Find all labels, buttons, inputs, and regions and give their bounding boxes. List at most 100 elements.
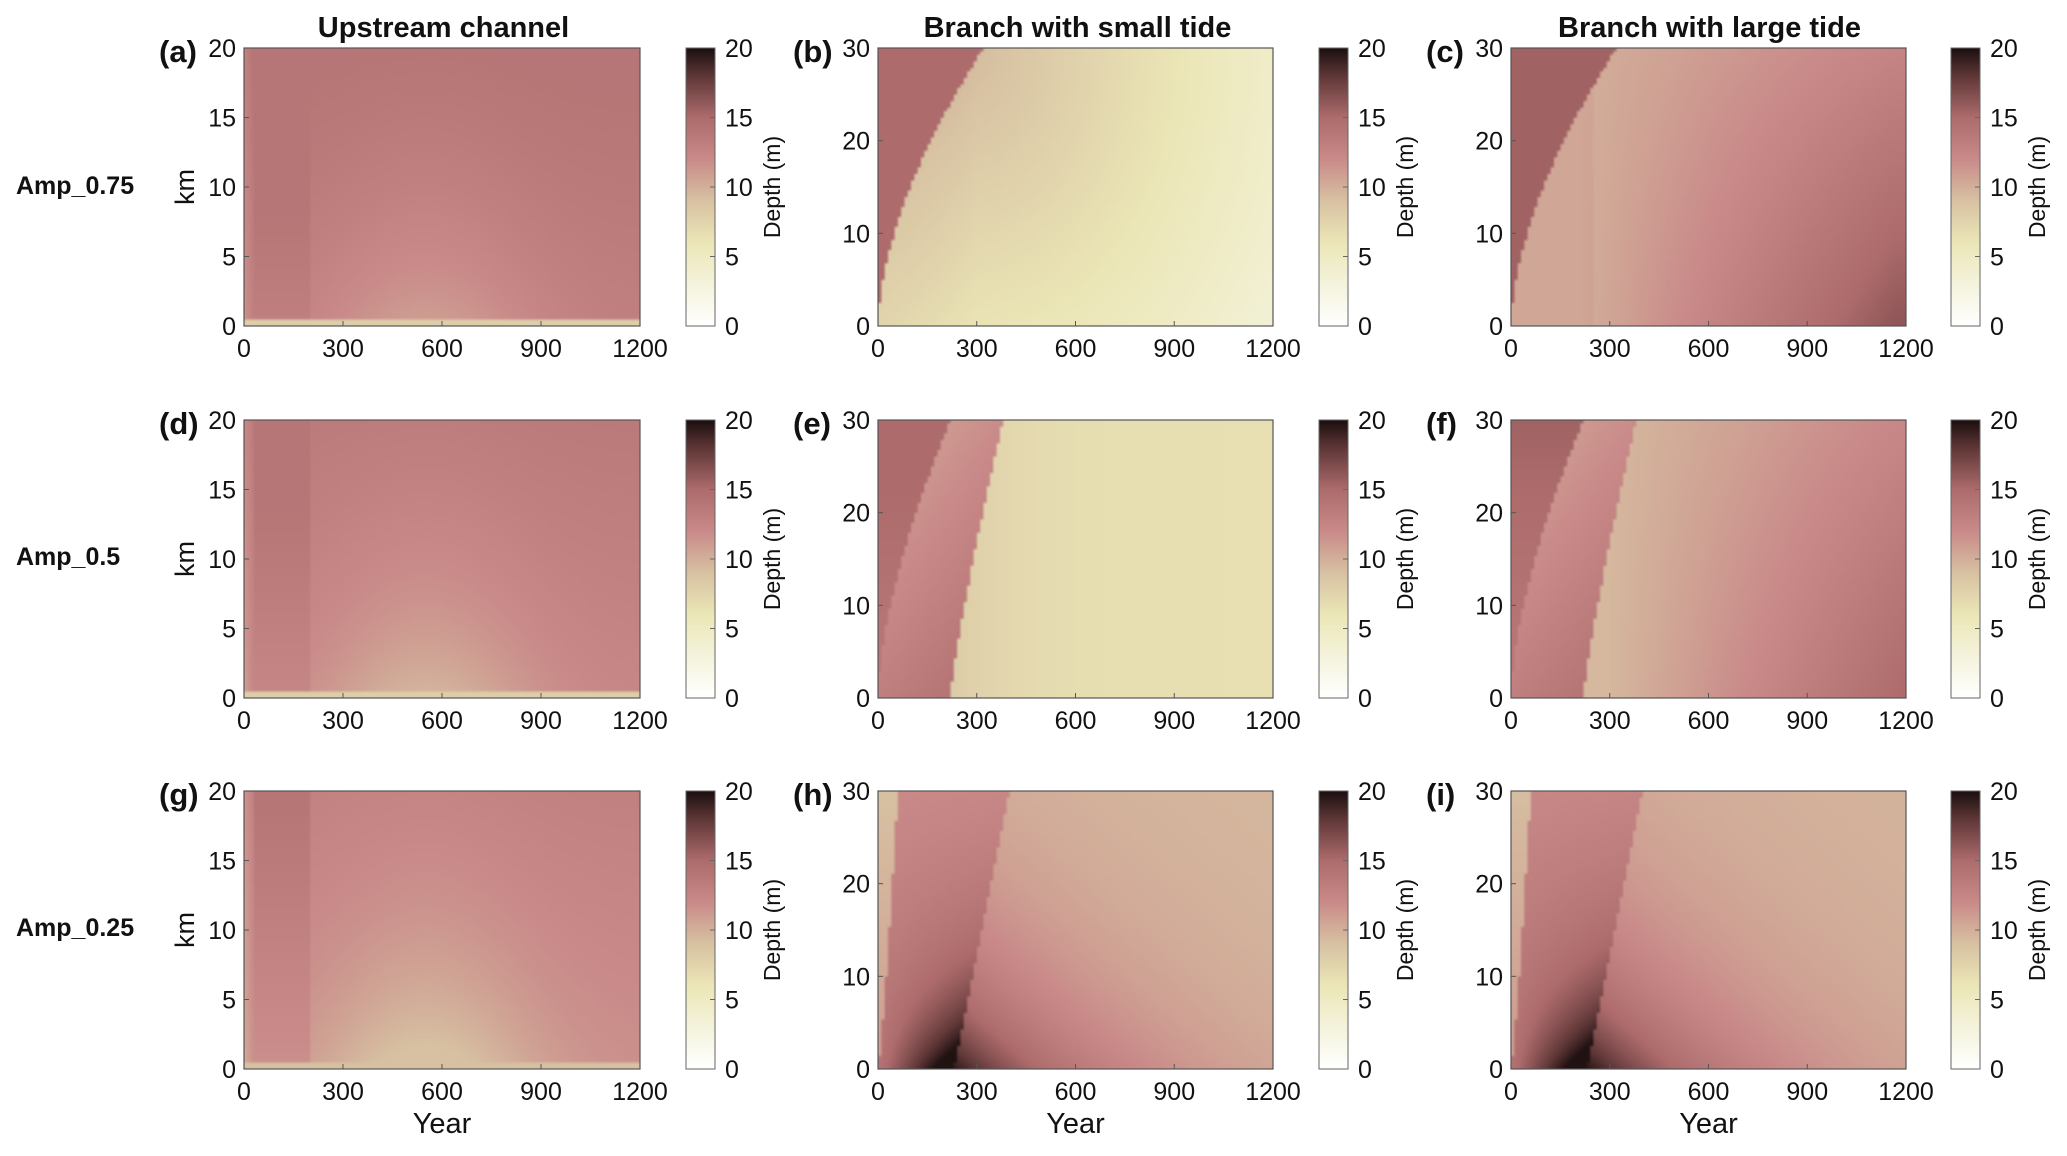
x-tick-label: 900 — [1786, 707, 1828, 735]
x-axis-label: Year — [1679, 1108, 1738, 1140]
y-tick-label: 20 — [1475, 128, 1503, 156]
y-tick-label: 15 — [208, 105, 236, 133]
colorbar-tick-label: 5 — [1990, 244, 2004, 272]
colorbar-tick-label: 5 — [1358, 616, 1372, 644]
colorbar-tick-label: 20 — [1358, 407, 1386, 435]
y-tick-label: 30 — [842, 778, 870, 806]
y-tick-label: 30 — [842, 35, 870, 63]
y-axis-label: km — [170, 912, 200, 948]
y-tick-label: 0 — [222, 1056, 236, 1084]
x-tick-label: 0 — [871, 335, 885, 363]
y-tick-label: 5 — [222, 616, 236, 644]
x-tick-label: 900 — [1153, 335, 1195, 363]
colorbar-tick-label: 15 — [1358, 105, 1386, 133]
colorbar-tick-label: 0 — [1990, 313, 2004, 341]
x-tick-label: 300 — [1589, 707, 1631, 735]
colorbar-tick-label: 10 — [1358, 546, 1386, 574]
x-tick-label: 300 — [956, 335, 998, 363]
x-tick-label: 1200 — [1878, 1078, 1934, 1106]
y-tick-label: 0 — [856, 685, 870, 713]
panel-label: (b) — [793, 34, 833, 69]
x-tick-label: 1200 — [1878, 707, 1934, 735]
colorbar-label: Depth (m) — [1392, 136, 1418, 238]
y-tick-label: 10 — [842, 592, 870, 620]
x-tick-label: 900 — [1153, 707, 1195, 735]
x-tick-label: 1200 — [612, 1078, 668, 1106]
x-tick-label: 900 — [520, 335, 562, 363]
x-tick-label: 0 — [1504, 335, 1518, 363]
y-tick-label: 10 — [842, 963, 870, 991]
colorbar — [685, 47, 716, 327]
column-title-upstream: Upstream channel — [317, 12, 570, 44]
x-tick-label: 300 — [322, 335, 364, 363]
colorbar-tick-label: 0 — [1990, 685, 2004, 713]
colorbar — [685, 790, 716, 1070]
row-label-amp-05: Amp_0.5 — [16, 543, 121, 571]
y-axis-label: km — [170, 541, 200, 577]
colorbar-tick-label: 5 — [725, 987, 739, 1015]
y-tick-label: 5 — [222, 987, 236, 1015]
y-tick-label: 10 — [208, 174, 236, 202]
colorbar-tick-label: 10 — [1990, 174, 2018, 202]
x-tick-label: 0 — [237, 1078, 251, 1106]
x-tick-label: 300 — [1589, 335, 1631, 363]
panel-label: (g) — [159, 777, 199, 812]
depth-heatmap-d — [244, 420, 640, 698]
y-tick-label: 10 — [1475, 963, 1503, 991]
y-tick-label: 5 — [222, 244, 236, 272]
y-tick-label: 0 — [222, 313, 236, 341]
depth-heatmap-f — [1511, 420, 1906, 698]
colorbar-tick-label: 5 — [1990, 616, 2004, 644]
colorbar-tick-label: 10 — [1990, 917, 2018, 945]
x-tick-label: 300 — [322, 707, 364, 735]
colorbar-tick-label: 20 — [725, 407, 753, 435]
colorbar-tick-label: 0 — [725, 313, 739, 341]
y-tick-label: 15 — [208, 477, 236, 505]
colorbar-label: Depth (m) — [759, 879, 785, 981]
colorbar-tick-label: 20 — [1990, 35, 2018, 63]
x-axis-label: Year — [1046, 1108, 1105, 1140]
y-tick-label: 10 — [1475, 220, 1503, 248]
y-tick-label: 30 — [1475, 407, 1503, 435]
y-tick-label: 20 — [208, 35, 236, 63]
y-tick-label: 0 — [1489, 685, 1503, 713]
colorbar-tick-label: 10 — [1990, 546, 2018, 574]
colorbar-tick-label: 0 — [1358, 685, 1372, 713]
depth-heatmap-i — [1511, 791, 1906, 1069]
colorbar-tick-label: 15 — [1990, 848, 2018, 876]
colorbar-tick-label: 10 — [1358, 917, 1386, 945]
colorbar-tick-label: 20 — [1990, 778, 2018, 806]
x-tick-label: 1200 — [1245, 1078, 1301, 1106]
depth-heatmap-h — [878, 791, 1273, 1069]
x-tick-label: 600 — [421, 1078, 463, 1106]
y-axis-label: km — [170, 169, 200, 205]
colorbar-label: Depth (m) — [759, 136, 785, 238]
x-tick-label: 900 — [1786, 335, 1828, 363]
colorbar-label: Depth (m) — [1392, 508, 1418, 610]
y-tick-label: 0 — [1489, 313, 1503, 341]
colorbar-label: Depth (m) — [2024, 508, 2050, 610]
colorbar-tick-label: 15 — [725, 105, 753, 133]
x-tick-label: 900 — [1153, 1078, 1195, 1106]
colorbar-tick-label: 20 — [1358, 778, 1386, 806]
colorbar-tick-label: 15 — [1990, 477, 2018, 505]
colorbar-tick-label: 5 — [1358, 244, 1372, 272]
depth-heatmap-b — [878, 48, 1273, 326]
colorbar-tick-label: 10 — [1358, 174, 1386, 202]
colorbar-tick-label: 15 — [1358, 848, 1386, 876]
y-tick-label: 0 — [222, 685, 236, 713]
y-tick-label: 20 — [1475, 500, 1503, 528]
y-tick-label: 30 — [842, 407, 870, 435]
colorbar-tick-label: 0 — [1990, 1056, 2004, 1084]
y-tick-label: 30 — [1475, 778, 1503, 806]
depth-heatmap-e — [878, 420, 1273, 698]
x-tick-label: 600 — [1055, 707, 1097, 735]
depth-heatmap-g — [244, 791, 640, 1069]
x-axis-label: Year — [413, 1108, 472, 1140]
colorbar-tick-label: 0 — [725, 685, 739, 713]
y-tick-label: 20 — [842, 871, 870, 899]
colorbar-tick-label: 20 — [1990, 407, 2018, 435]
x-tick-label: 0 — [237, 335, 251, 363]
x-tick-label: 600 — [1055, 335, 1097, 363]
